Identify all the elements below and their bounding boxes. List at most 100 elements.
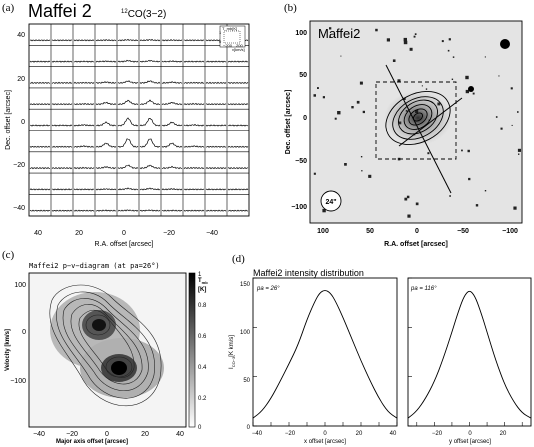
panel-d-ylabel-sub: CO−3: [231, 356, 236, 367]
spectrum-line: [139, 164, 161, 170]
star: [449, 195, 451, 197]
spectrum-line: [29, 81, 51, 84]
colorbar-tick: 0: [198, 425, 202, 431]
spectrum-line: [29, 167, 51, 170]
contour: [62, 298, 149, 392]
panel-a-letter: (a): [2, 2, 15, 14]
spectrum-line: [161, 142, 183, 148]
star: [362, 110, 365, 114]
major-axis-line: [385, 64, 452, 194]
spectrum-line: [183, 166, 205, 170]
spectrum-line: [51, 103, 73, 106]
panel-c-ylabel: Velocity [km/s]: [5, 329, 11, 371]
spectrum-line: [161, 187, 183, 191]
panel-b-xtick: 50: [366, 228, 374, 235]
spectrum-line: [95, 142, 117, 148]
star: [361, 170, 363, 172]
spectrum-line: [161, 165, 183, 170]
spectrum-line: [29, 103, 51, 106]
inset-xtick-left: −200: [223, 43, 233, 48]
spectrum-line: [183, 145, 205, 148]
spectrum-line: [227, 209, 249, 212]
inset-ytick-0: 0: [219, 39, 222, 44]
panel-a-line-rest: CO(3−2): [128, 9, 167, 20]
star: [484, 56, 486, 58]
spectrum-line: [29, 60, 51, 63]
panel-b-xtick: −50: [457, 228, 469, 235]
star: [409, 47, 413, 51]
spectrum-line: [73, 166, 95, 170]
star: [344, 163, 347, 166]
inset-ytick-1: 1: [219, 30, 222, 35]
spectrum-line: [95, 81, 117, 84]
spectrum-line: [161, 102, 183, 106]
star: [413, 35, 416, 38]
panel-a-xtick: 40: [34, 230, 42, 237]
spectrum-line: [117, 99, 139, 106]
spectrum-line: [139, 38, 161, 42]
spectra-grid: [29, 24, 249, 216]
spectrum-line: [183, 102, 205, 106]
panel-a-ytick: −20: [13, 162, 25, 169]
spectrum-line: [183, 209, 205, 212]
spectrum-line: [161, 81, 183, 84]
mapped-region-box: [375, 81, 457, 160]
panel-a-ytick: −40: [13, 205, 25, 212]
spectrum-line: [139, 187, 161, 191]
spectrum-line: [95, 209, 117, 212]
profile-ticks: [252, 277, 523, 427]
panel-d-letter: (d): [232, 253, 245, 265]
panel-c-xtick: 20: [141, 431, 149, 438]
panel-c-xlabel: Major axis offset [arcsec]: [56, 439, 128, 445]
spectrum-line: [73, 188, 95, 191]
contour: [85, 314, 111, 336]
left-xtick: 0: [323, 431, 327, 437]
spectrum-line: [140, 59, 161, 63]
panel-a-ytick: 20: [17, 76, 25, 83]
spectrum-line: [161, 38, 183, 42]
star: [475, 204, 479, 207]
star: [397, 79, 401, 83]
panel-b-ytick: −100: [291, 204, 307, 211]
spectrum-line: [51, 145, 73, 148]
colorbar-tick: 0.2: [198, 396, 207, 402]
star: [415, 202, 419, 206]
left-xtick: −40: [252, 431, 263, 437]
spectrum-line: [117, 209, 139, 212]
panel-a-xtick: 0: [122, 230, 126, 237]
star: [495, 116, 498, 118]
left-xtick: 40: [390, 431, 397, 437]
panel-b-xlabel: R.A. offset [arcsec]: [384, 241, 448, 248]
spectrum-line: [95, 101, 117, 106]
panel-b-ytick: −50: [295, 158, 307, 165]
panel-b: (b) 24" Maffei2 Dec. offset [arcsec] R.A…: [284, 2, 523, 248]
left-xtick: −20: [285, 431, 296, 437]
star: [334, 117, 337, 120]
spectrum-line: [227, 60, 249, 63]
spectrum-line: [51, 81, 73, 84]
panel-a-ytick: 40: [17, 32, 25, 39]
star: [340, 55, 342, 57]
star: [447, 49, 450, 52]
spectrum-line: [227, 167, 249, 170]
colorbar-tick: 1: [198, 272, 202, 278]
contour: [56, 291, 155, 399]
spectrum-line: [161, 209, 183, 212]
colorbar: [188, 272, 196, 428]
pv-contours: [49, 284, 162, 407]
panel-d-ytick: 100: [240, 330, 251, 336]
spectrum-line: [183, 39, 205, 42]
star: [329, 36, 331, 38]
star: [513, 206, 517, 210]
left-xlabel: x offset [arcsec]: [304, 439, 346, 445]
right-xlabel: y offset [arcsec]: [449, 439, 491, 445]
spectrum-line: [139, 209, 161, 212]
spectrum-line: [51, 124, 73, 127]
star: [465, 89, 469, 94]
profile-left-frame: [252, 277, 398, 427]
contour: [78, 309, 135, 378]
star: [313, 94, 316, 97]
spectrum-line: [117, 80, 139, 84]
minor-axis-line: [398, 97, 463, 147]
